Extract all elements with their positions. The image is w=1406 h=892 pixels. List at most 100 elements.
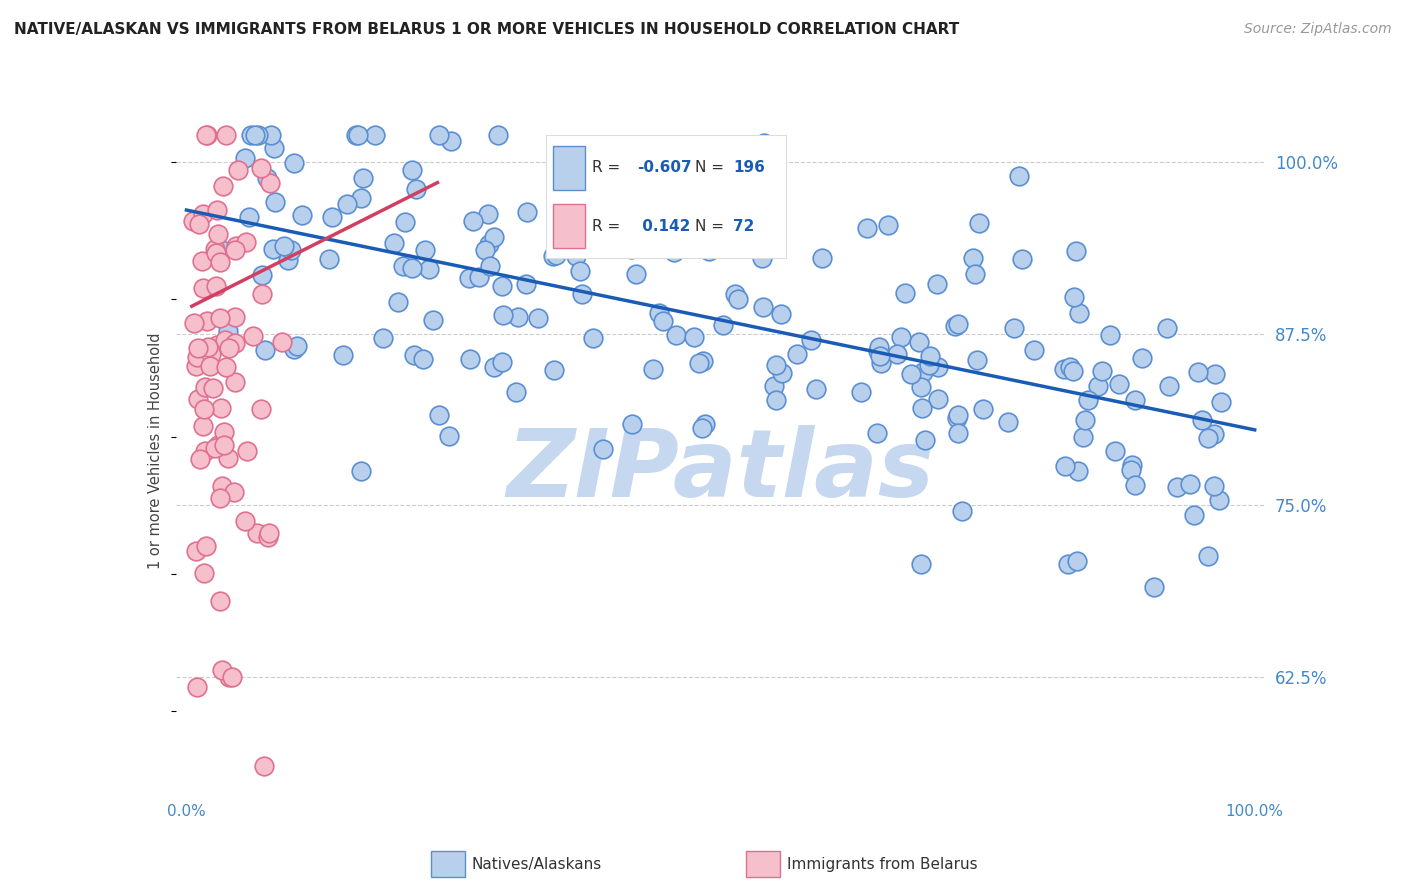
Point xyxy=(849,384,872,399)
Text: Immigrants from Belarus: Immigrants from Belarus xyxy=(786,857,977,871)
Point xyxy=(914,433,936,447)
Point xyxy=(214,425,236,439)
Point xyxy=(364,128,387,142)
Point xyxy=(1067,464,1090,478)
Point xyxy=(1121,458,1143,472)
Point xyxy=(217,324,239,338)
Point xyxy=(236,444,259,458)
Point xyxy=(259,525,281,540)
Point xyxy=(382,235,405,250)
Point xyxy=(198,346,221,360)
Point xyxy=(418,262,440,277)
Point xyxy=(810,251,832,265)
Point xyxy=(752,136,775,150)
Point xyxy=(1091,364,1114,378)
Point xyxy=(193,402,215,417)
Point xyxy=(191,254,214,268)
Point xyxy=(690,420,713,434)
Point xyxy=(188,217,211,231)
Point xyxy=(253,759,276,773)
Point xyxy=(224,336,246,351)
Point xyxy=(713,318,735,333)
Point xyxy=(186,680,208,694)
Point xyxy=(755,223,778,237)
Point xyxy=(1063,290,1085,304)
Point xyxy=(948,408,970,422)
Point xyxy=(869,349,891,363)
Point xyxy=(204,441,226,455)
Point xyxy=(804,382,827,396)
Point xyxy=(1104,443,1126,458)
Point xyxy=(193,566,215,581)
Point xyxy=(204,246,226,260)
Bar xyxy=(747,851,780,878)
Point xyxy=(401,261,423,276)
Point xyxy=(344,128,367,142)
Point xyxy=(224,375,246,389)
Point xyxy=(894,285,917,300)
Point xyxy=(224,244,246,258)
Point xyxy=(440,134,463,148)
Point xyxy=(515,277,537,291)
Point xyxy=(564,250,586,264)
Point xyxy=(217,450,239,465)
Point xyxy=(242,329,264,343)
Point xyxy=(200,347,222,361)
Point xyxy=(404,348,426,362)
Point xyxy=(1125,392,1147,407)
Point xyxy=(762,378,785,392)
Point xyxy=(907,334,929,349)
Point xyxy=(225,238,247,252)
Point xyxy=(652,313,675,327)
Point xyxy=(920,349,942,363)
Point xyxy=(721,240,744,254)
Point xyxy=(515,205,537,219)
Point xyxy=(387,294,409,309)
Point xyxy=(283,155,305,169)
Point xyxy=(212,437,235,451)
Point xyxy=(257,530,280,544)
Point xyxy=(259,128,281,142)
Point xyxy=(194,380,217,394)
Point xyxy=(562,177,585,191)
Point xyxy=(394,215,416,229)
Point xyxy=(1108,376,1130,391)
Point xyxy=(963,267,986,281)
Point xyxy=(946,317,969,331)
Point xyxy=(201,381,224,395)
Point xyxy=(1197,431,1219,445)
Point xyxy=(437,429,460,443)
Point xyxy=(194,444,217,458)
Point xyxy=(412,351,434,366)
Point xyxy=(211,663,233,677)
Point xyxy=(664,197,686,211)
Point xyxy=(752,300,775,314)
Point xyxy=(1187,365,1209,379)
Point xyxy=(191,419,214,434)
Point xyxy=(208,491,231,505)
Point xyxy=(204,279,226,293)
Point xyxy=(692,353,714,368)
Point xyxy=(1011,252,1033,266)
Point xyxy=(620,242,643,256)
Point xyxy=(486,128,509,142)
Point xyxy=(396,257,419,271)
Point xyxy=(1062,364,1084,378)
Point xyxy=(235,235,257,249)
Point xyxy=(946,411,969,425)
Point xyxy=(1053,458,1076,473)
Point xyxy=(1008,169,1031,184)
Point xyxy=(1204,427,1226,442)
Point xyxy=(391,260,413,274)
Text: ZIPatlas: ZIPatlas xyxy=(506,425,935,517)
Point xyxy=(195,128,218,142)
Point xyxy=(911,365,934,379)
Point xyxy=(765,393,787,408)
Point xyxy=(745,172,768,186)
Point xyxy=(770,367,793,381)
Point xyxy=(468,270,491,285)
Point xyxy=(1074,413,1097,427)
Point xyxy=(910,380,932,394)
Point xyxy=(693,417,716,431)
Point xyxy=(273,239,295,253)
